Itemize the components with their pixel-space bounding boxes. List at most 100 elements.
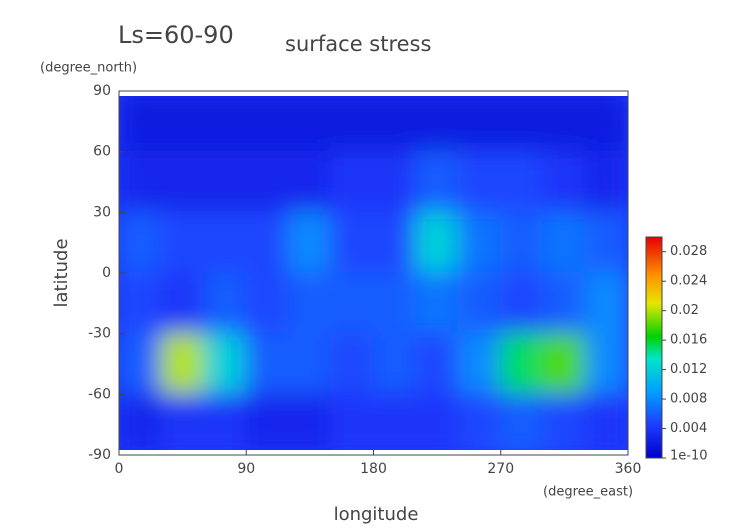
field	[119, 96, 628, 450]
field-cell	[499, 393, 545, 450]
field-cell	[584, 332, 628, 396]
field-cell	[457, 96, 502, 153]
x-tick-label: 90	[237, 461, 255, 477]
field-cell	[457, 272, 502, 335]
field-cell	[245, 150, 290, 214]
field-cell	[287, 150, 333, 214]
field-cell	[414, 332, 460, 396]
field-cell	[245, 332, 290, 396]
field-cell	[202, 393, 248, 450]
x-tick-label: 0	[115, 461, 124, 477]
y-tick-label: 60	[93, 144, 111, 160]
field-cell	[202, 211, 248, 274]
field-cell	[584, 272, 628, 335]
y-tick-label: -60	[88, 386, 111, 402]
y-axis-label: latitude	[51, 238, 72, 307]
field-cell	[330, 150, 375, 214]
field-cell	[542, 393, 587, 450]
field-cell	[584, 211, 628, 274]
field-cell	[160, 211, 205, 274]
field-cell	[287, 332, 333, 396]
field-cell	[330, 211, 375, 274]
field-cell	[119, 96, 163, 153]
field-cell	[287, 96, 333, 153]
field-cell	[499, 272, 545, 335]
field-cell	[160, 150, 205, 214]
field-cell	[287, 211, 333, 274]
y-tick-label: 90	[93, 83, 111, 99]
field-cell	[499, 211, 545, 274]
colorbar-tick-label: 0.028	[670, 244, 707, 259]
x-axis-label: longitude	[334, 504, 419, 525]
colorbar-tick-label: 0.016	[670, 333, 707, 348]
field-cell	[245, 96, 290, 153]
field-cell	[584, 150, 628, 214]
colorbar-tick-label: 1e-10	[670, 449, 708, 464]
field-cell	[160, 96, 205, 153]
x-tick-label: 270	[487, 461, 514, 477]
y-tick-label: 30	[93, 204, 111, 220]
field-cell	[245, 272, 290, 335]
field-cell	[372, 96, 417, 153]
field-cell	[119, 332, 163, 396]
colorbar	[645, 236, 663, 459]
field-cell	[160, 393, 205, 450]
field-cell	[542, 150, 587, 214]
field-cell	[499, 150, 545, 214]
field-cell	[457, 393, 502, 450]
field-cell	[119, 150, 163, 214]
field-cell	[414, 393, 460, 450]
field-cell	[372, 211, 417, 274]
field-cell	[119, 211, 163, 274]
field-cell	[584, 393, 628, 450]
field-cells	[119, 96, 628, 450]
field-cell	[542, 272, 587, 335]
y-tick-label: 0	[102, 265, 111, 281]
field-cell	[160, 272, 205, 335]
field-cell	[542, 211, 587, 274]
field-cell	[202, 272, 248, 335]
field-cell	[414, 96, 460, 153]
field-cell	[457, 150, 502, 214]
y-tick-label: -30	[88, 326, 111, 342]
y-unit: (degree_north)	[40, 61, 137, 76]
x-unit: (degree_east)	[543, 485, 633, 500]
colorbar-tick-label: 0.012	[670, 362, 707, 377]
field-cell	[499, 96, 545, 153]
colorbar-tick-label: 0.024	[670, 274, 707, 289]
field-cell	[372, 393, 417, 450]
x-tick-label: 360	[615, 461, 642, 477]
field-cell	[330, 332, 375, 396]
field-cell	[119, 272, 163, 335]
field-cell	[414, 272, 460, 335]
chart-subtitle: surface stress	[285, 32, 431, 56]
field-cell	[202, 96, 248, 153]
field-cell	[584, 96, 628, 153]
field-cell	[414, 150, 460, 214]
field-cell	[542, 96, 587, 153]
field-cell	[202, 332, 248, 396]
field-cell	[287, 272, 333, 335]
field-cell	[457, 332, 502, 396]
field-cell	[499, 332, 545, 396]
field-cell	[160, 332, 205, 396]
field-cell	[330, 96, 375, 153]
x-tick-label: 180	[360, 461, 387, 477]
field-cell	[330, 272, 375, 335]
colorbar-tick-label: 0.02	[670, 303, 699, 318]
field-cell	[330, 393, 375, 450]
field-cell	[287, 393, 333, 450]
colorbar-tick-label: 0.008	[670, 392, 707, 407]
field-cell	[202, 150, 248, 214]
field-cell	[372, 272, 417, 335]
field-cell	[457, 211, 502, 274]
chart-title: Ls=60-90	[118, 21, 234, 49]
colorbar-tick-label: 0.004	[670, 421, 707, 436]
field-cell	[245, 211, 290, 274]
y-tick-label: -90	[88, 447, 111, 463]
field-cell	[245, 393, 290, 450]
field-cell	[414, 211, 460, 274]
field-cell	[372, 332, 417, 396]
field-cell	[119, 393, 163, 450]
